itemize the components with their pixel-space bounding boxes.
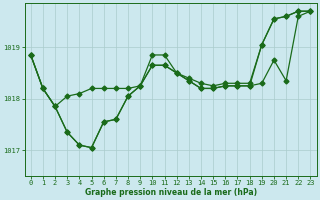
X-axis label: Graphe pression niveau de la mer (hPa): Graphe pression niveau de la mer (hPa) bbox=[84, 188, 257, 197]
